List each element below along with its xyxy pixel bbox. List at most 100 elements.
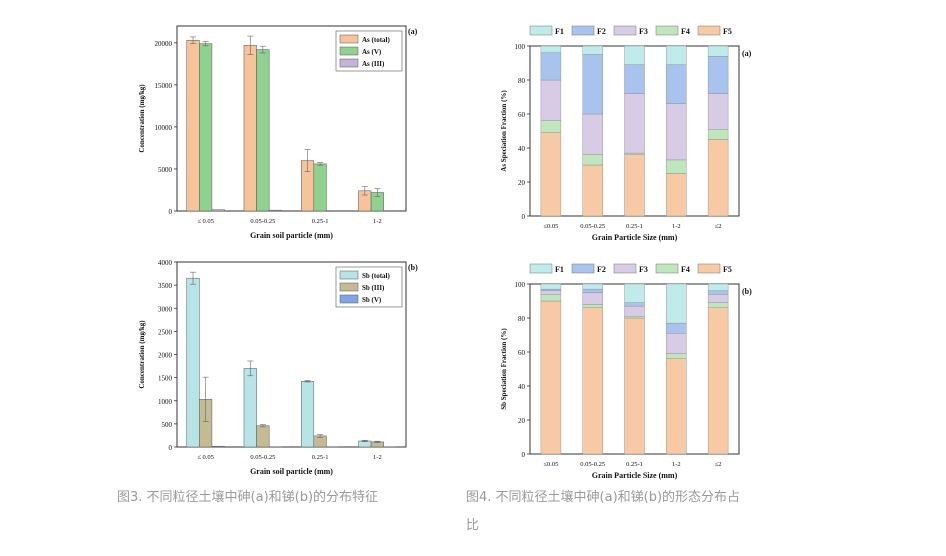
- as-frac-bar-segment: [624, 64, 645, 94]
- as-frac-bar-segment: [624, 93, 645, 154]
- sb-conc-ylabel: Concentration (mg/kg): [138, 320, 146, 389]
- sb-conc-ytick-label: 1000: [158, 398, 173, 406]
- sb-conc-bar: [256, 425, 270, 448]
- sb-frac-bar-segment: [707, 302, 729, 309]
- sb-frac-bar-segment: [582, 304, 603, 308]
- sb-frac-legend-label: F3: [639, 265, 648, 274]
- as-conc-xtick-label: ≤ 0.05: [197, 218, 214, 225]
- sb-conc-legend-swatch: [339, 294, 359, 304]
- sb-frac-legend-label: F5: [723, 265, 732, 274]
- as-frac-panel-label: (a): [742, 49, 752, 58]
- as-conc-bar: [313, 163, 327, 212]
- sb-frac-bar-segment: [707, 294, 729, 303]
- sb-conc-legend-label: Sb (III): [362, 284, 385, 292]
- sb-frac-bar-segment: [666, 353, 687, 360]
- as-conc-xtick-label: 0.25-1: [312, 218, 329, 225]
- as-frac-legend-swatch: [655, 25, 679, 36]
- as-frac-xtick-label: 0.05-0.25: [580, 223, 605, 230]
- as-frac-bar-segment: [624, 154, 645, 217]
- as-conc-legend-swatch: [339, 34, 359, 44]
- sb-conc-bar: [300, 381, 315, 448]
- sb-frac-legend-label: F1: [555, 265, 564, 274]
- as-conc-ytick-label: 15000: [155, 82, 173, 90]
- sb-frac-bar-segment: [582, 307, 603, 455]
- sb-frac-bar-segment: [666, 358, 687, 455]
- as-frac-bar-segment: [582, 45, 603, 55]
- sb-frac-ytick-label: 60: [518, 349, 526, 357]
- sb-frac-ytick-label: 0: [522, 451, 526, 459]
- as-frac-legend-label: F4: [681, 27, 690, 36]
- as-frac-ytick-label: 40: [518, 145, 526, 153]
- as-conc-bar: [186, 40, 200, 212]
- sb-conc-legend-swatch: [339, 282, 359, 292]
- as-frac-legend-swatch: [697, 25, 721, 36]
- sb-conc-bar: [211, 446, 225, 448]
- sb-frac-bar-segment: [540, 290, 562, 295]
- sb-frac-legend-label: F2: [597, 265, 606, 274]
- as-frac-legend-swatch: [613, 25, 637, 36]
- sb-conc-bar: [186, 277, 200, 448]
- sb-frac-bar-segment: [540, 288, 562, 292]
- as-frac-bar-segment: [624, 152, 645, 156]
- sb-frac-bar-segment: [582, 283, 603, 290]
- as-conc-legend-label: As (total): [362, 36, 390, 44]
- as-frac-ytick-label: 20: [518, 179, 526, 187]
- sb-frac-ytick-label: 20: [518, 417, 526, 425]
- as-frac-ytick-label: 60: [518, 111, 526, 119]
- sb-conc-ytick-label: 0: [169, 444, 173, 452]
- as-conc-plot-frame: [176, 25, 407, 212]
- as-frac-ylabel: As Speciation Fraction (%): [500, 90, 508, 172]
- sb-frac-bar-segment: [624, 317, 645, 455]
- as-conc-ylabel: Concentration (mg/kg): [138, 84, 146, 153]
- as-frac-xtick-label: ≤0.05: [543, 223, 558, 230]
- as-frac-ytick-label: 100: [515, 43, 526, 51]
- sb-frac-bar-segment: [624, 305, 645, 317]
- sb-frac-bar-segment: [707, 290, 729, 295]
- sb-conc-legend-label: Sb (V): [362, 296, 382, 304]
- sb-frac-panel-label: (b): [742, 287, 752, 296]
- sb-frac-bar-segment: [707, 307, 729, 455]
- sb-frac-legend-swatch: [697, 263, 721, 274]
- sb-frac-xtick-label: 1-2: [672, 461, 681, 468]
- as-frac-ytick-label: 80: [518, 77, 526, 85]
- as-frac-bar-segment: [624, 45, 645, 65]
- as-frac-xlabel: Grain Particle Size (mm): [592, 233, 678, 242]
- sb-conc-ytick-label: 500: [162, 421, 173, 429]
- sb-conc-xtick-label: 0.25-1: [312, 454, 329, 461]
- as-frac-bar-segment: [582, 154, 603, 166]
- as-frac-bar-segment: [707, 56, 729, 94]
- as-frac-bar-segment: [582, 113, 603, 155]
- sb-frac-bar-segment: [540, 294, 562, 302]
- as-frac-bar-segment: [666, 64, 687, 104]
- sb-conc-ytick-label: 2500: [158, 328, 173, 336]
- sb-frac-bar-segment: [582, 292, 603, 305]
- sb-conc-ytick-label: 4000: [158, 259, 173, 267]
- as-frac-bar-segment: [540, 79, 562, 121]
- figure4-caption-line2: 比: [466, 518, 480, 533]
- as-conc-bar: [268, 209, 283, 212]
- sb-frac-bar-segment: [666, 333, 687, 354]
- as-frac-legend-swatch: [529, 25, 553, 36]
- as-frac-bar-segment: [707, 45, 729, 57]
- sb-frac-ytick-label: 40: [518, 383, 526, 391]
- as-conc-ytick-label: 20000: [155, 40, 173, 48]
- figure4-caption: 图4. 不同粒径土壤中砷(a)和锑(b)的形态分布占 比: [466, 484, 806, 540]
- as-conc-legend-swatch: [339, 46, 359, 56]
- as-frac-xtick-label: 0.25-1: [626, 223, 643, 230]
- as-conc-legend-label: As (III): [362, 60, 385, 68]
- sb-frac-bar-segment: [624, 302, 645, 307]
- sb-frac-ytick-label: 80: [518, 315, 526, 323]
- as-conc-xtick-label: 0.05-0.25: [250, 218, 275, 225]
- sb-conc-xlabel: Grain soil particle (mm): [250, 467, 333, 476]
- as-frac-bar-segment: [707, 129, 729, 140]
- as-frac-legend-label: F1: [555, 27, 564, 36]
- as-frac-xtick-label: ≤2: [715, 223, 722, 230]
- sb-frac-xtick-label: 0.25-1: [626, 461, 643, 468]
- as-frac-legend-label: F3: [639, 27, 648, 36]
- sb-frac-bar-segment: [666, 322, 687, 334]
- as-frac-bar-segment: [707, 93, 729, 130]
- sb-frac-xtick-label: 0.05-0.25: [580, 461, 605, 468]
- as-conc-bar: [211, 209, 225, 212]
- as-conc-bar: [256, 49, 270, 212]
